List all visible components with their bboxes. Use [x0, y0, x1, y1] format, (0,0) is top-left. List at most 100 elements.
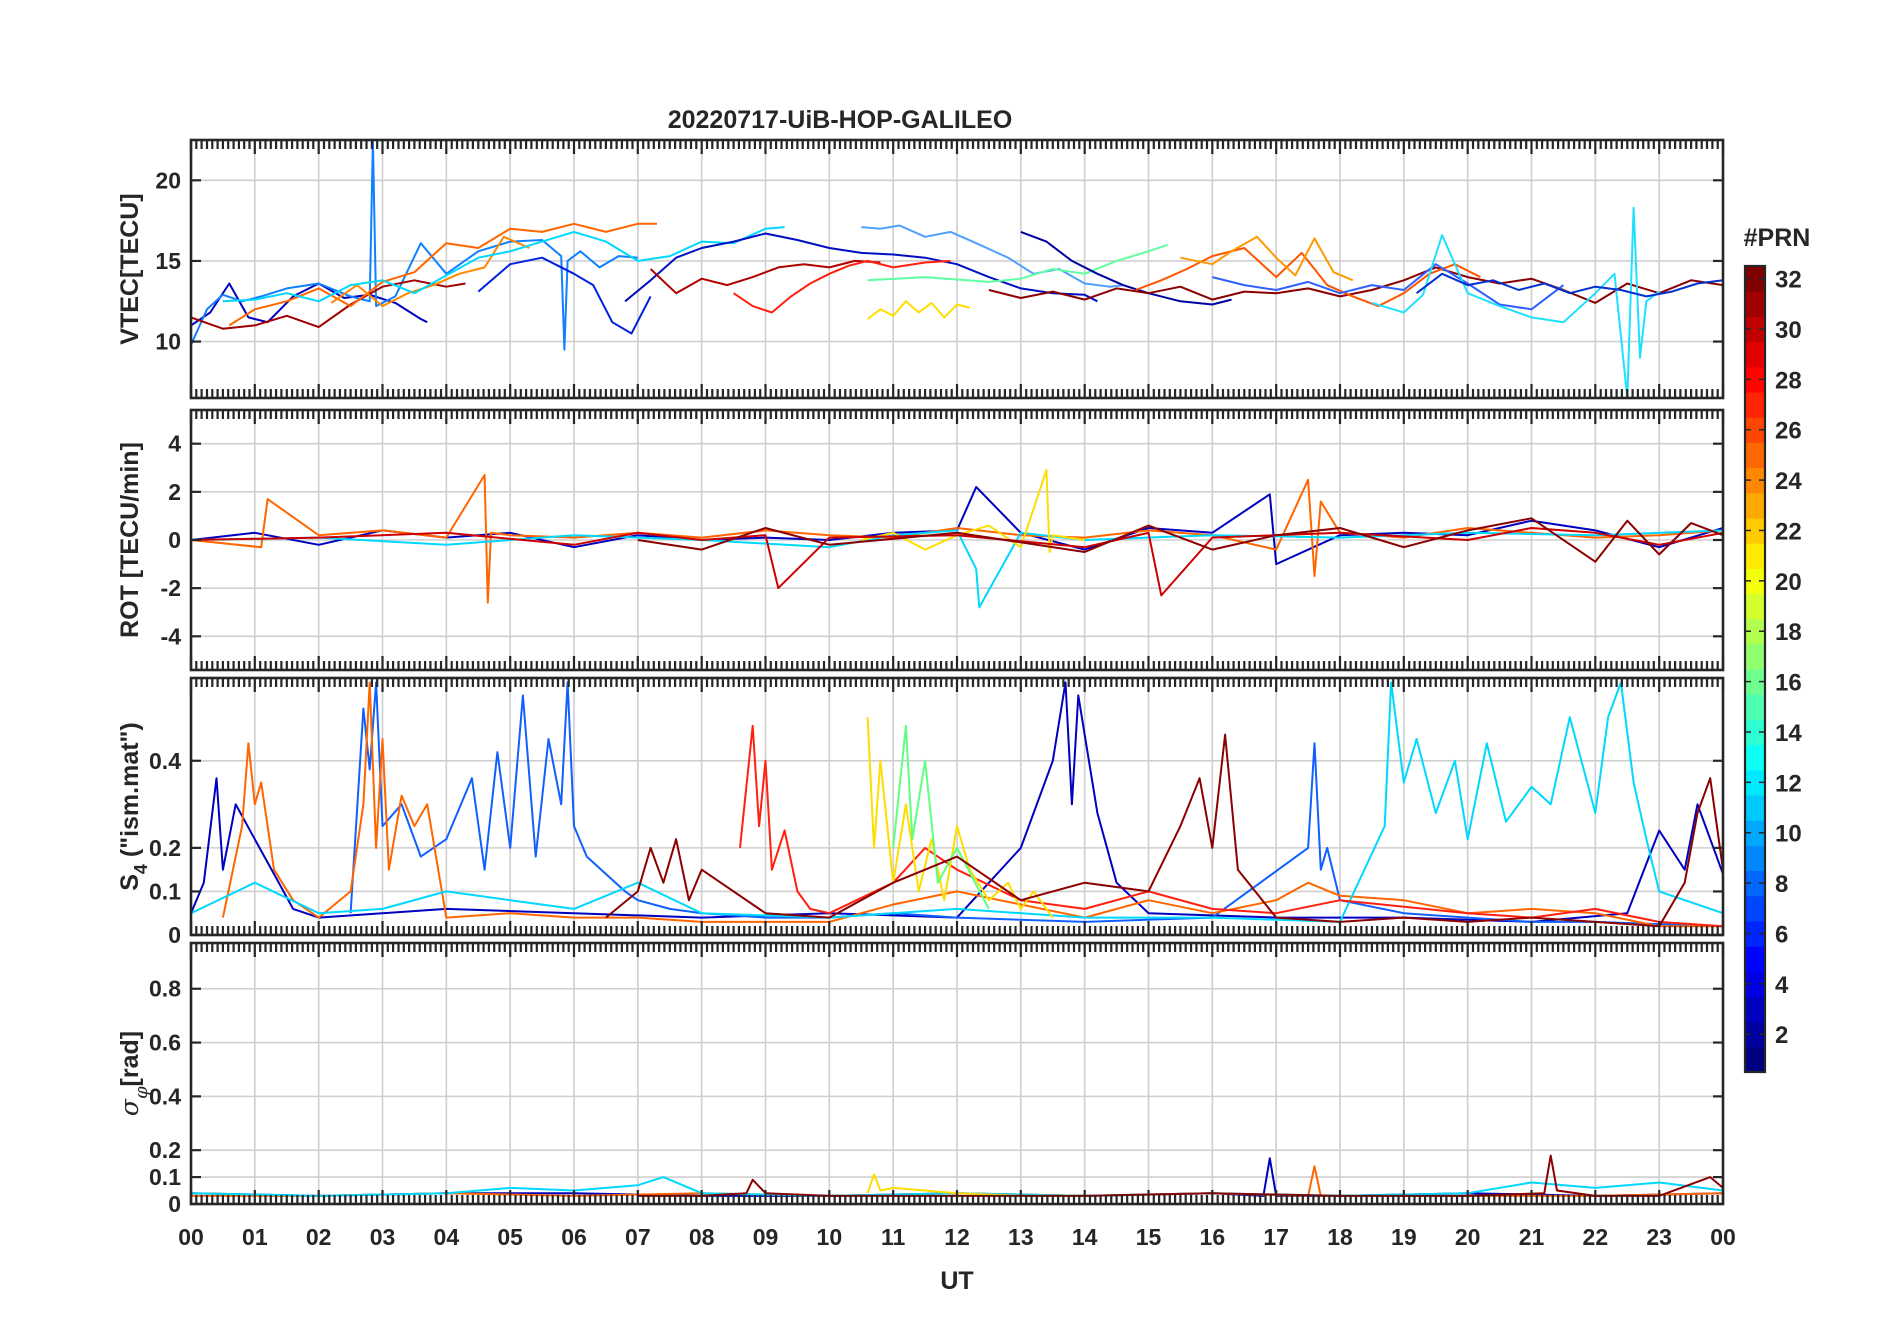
x-tick-label: 00 [178, 1224, 204, 1250]
colorbar-frame [1743, 264, 1767, 1074]
series-line-6 [892, 724, 990, 910]
series-line-1 [191, 140, 638, 351]
x-tick-label: 15 [1136, 1224, 1162, 1250]
colorbar-band [1745, 794, 1765, 821]
colorbar-band [1745, 870, 1765, 897]
x-tick-label: 04 [434, 1224, 460, 1250]
colorbar-band [1745, 1021, 1765, 1048]
colorbar-band [1745, 744, 1765, 771]
x-tick-label: 00 [1710, 1224, 1736, 1250]
colorbar-band [1745, 971, 1765, 998]
colorbar-tick-label: 18 [1775, 619, 1802, 646]
colorbar-band [1745, 895, 1765, 922]
y-axis-label: S4 ("ism.mat") [116, 722, 151, 891]
colorbar-band [1745, 366, 1765, 393]
colorbar-tick-label: 2 [1775, 1022, 1788, 1049]
x-axis-tick-labels: 00 01 02 03 04 05 06 07 08 09 10 11 12 13 14 15 16 17 18 19… [178, 1224, 1736, 1250]
colorbar-tick-label: 28 [1775, 367, 1802, 394]
colorbar-tick-label: 30 [1775, 317, 1802, 344]
colorbar-tick-label: 10 [1775, 821, 1802, 848]
y-tick-label: 2 [168, 479, 181, 505]
colorbar-tick-label: 22 [1775, 518, 1802, 545]
y-tick-label: 4 [168, 431, 181, 457]
colorbar-band [1745, 417, 1765, 443]
series-line-14 [988, 266, 1723, 304]
colorbar-band [1745, 266, 1765, 292]
figure-title: 20220717-UiB-HOP-GALILEO [668, 106, 1013, 134]
y-tick-label: 0 [168, 527, 181, 553]
colorbar-tick-label: 6 [1775, 921, 1788, 948]
colorbar-band [1745, 316, 1765, 343]
colorbar-band [1745, 568, 1765, 595]
x-tick-label: 20 [1455, 1224, 1481, 1250]
series-line-12 [867, 243, 1169, 283]
y-tick-label: 0 [168, 1191, 181, 1217]
colorbar-tick-label: 14 [1775, 720, 1802, 747]
colorbar-band [1745, 694, 1765, 720]
colorbar-band [1745, 996, 1765, 1023]
y-tick-label: 0.6 [149, 1030, 181, 1056]
colorbar-band [1745, 669, 1765, 695]
x-tick-label: 11 [881, 1224, 906, 1250]
colorbar-tick-label: 20 [1775, 569, 1802, 596]
x-tick-label: 13 [1008, 1224, 1034, 1250]
x-tick-label: 02 [306, 1224, 332, 1250]
colorbar-band [1745, 517, 1765, 544]
x-tick-label: 08 [689, 1224, 715, 1250]
panel-s4: 0 0.1 0.2 0.4S4 ("ism.mat") [116, 676, 1725, 948]
series-line-7 [624, 232, 1098, 303]
series-line-4 [191, 527, 1723, 597]
colorbar-band [1745, 769, 1765, 796]
y-tick-label: 20 [155, 167, 181, 193]
series-line-19 [1415, 272, 1723, 298]
series-line-4 [330, 235, 530, 308]
series-line-15 [1135, 247, 1481, 308]
y-axis-label: VTEC[TECU] [116, 193, 144, 344]
panel-rot: -4 -2 0 2 4 ROT [TECU/min] [116, 408, 1725, 672]
series-line-5 [222, 226, 785, 303]
y-tick-label: -2 [161, 575, 181, 601]
colorbar-tick-label: 16 [1775, 670, 1802, 697]
x-tick-label: 19 [1391, 1224, 1417, 1250]
x-tick-label: 16 [1200, 1224, 1226, 1250]
series-line-2 [221, 681, 1723, 928]
colorbar-band [1745, 492, 1765, 519]
series-line-13 [1020, 230, 1232, 306]
y-tick-label: 0.1 [149, 1164, 181, 1190]
colorbar-band [1745, 391, 1765, 418]
colorbar-band [1745, 643, 1765, 670]
y-tick-label: 0.4 [149, 1083, 181, 1109]
panel-vtec: 10 15 20 VTEC[TECU] [116, 138, 1725, 400]
y-tick-label: 0.4 [149, 748, 181, 774]
colorbar-band [1745, 593, 1765, 620]
colorbar-band [1745, 820, 1765, 846]
y-tick-label: 0.2 [149, 835, 181, 861]
colorbar-band [1745, 1046, 1765, 1073]
series-line-3 [228, 222, 657, 327]
colorbar-tick-label: 24 [1775, 468, 1802, 495]
series-line-10 [861, 224, 1124, 288]
x-axis-label: UT [940, 1267, 973, 1295]
colorbar-band [1745, 543, 1765, 569]
x-tick-label: 07 [625, 1224, 651, 1250]
x-tick-label: 14 [1072, 1224, 1098, 1250]
series-line-5 [637, 517, 1723, 563]
series-line-8 [649, 259, 881, 295]
x-tick-label: 21 [1519, 1224, 1545, 1250]
series-line-4 [739, 724, 1723, 928]
colorbar-band [1745, 442, 1765, 469]
colorbar-band [1745, 845, 1765, 872]
x-tick-label: 17 [1263, 1224, 1289, 1250]
colorbar-tick-label: 8 [1775, 871, 1788, 898]
series-line-17 [1212, 263, 1565, 311]
series-line-3 [191, 681, 1723, 923]
y-tick-label: 0.1 [149, 878, 181, 904]
y-tick-label: 0 [168, 922, 181, 948]
axes-box [189, 676, 1725, 937]
series-line-0 [191, 282, 428, 327]
series-line-18 [1371, 206, 1660, 398]
series-group [191, 469, 1723, 609]
axes-box [189, 138, 1725, 400]
colorbar-tick-label: 4 [1775, 972, 1789, 999]
